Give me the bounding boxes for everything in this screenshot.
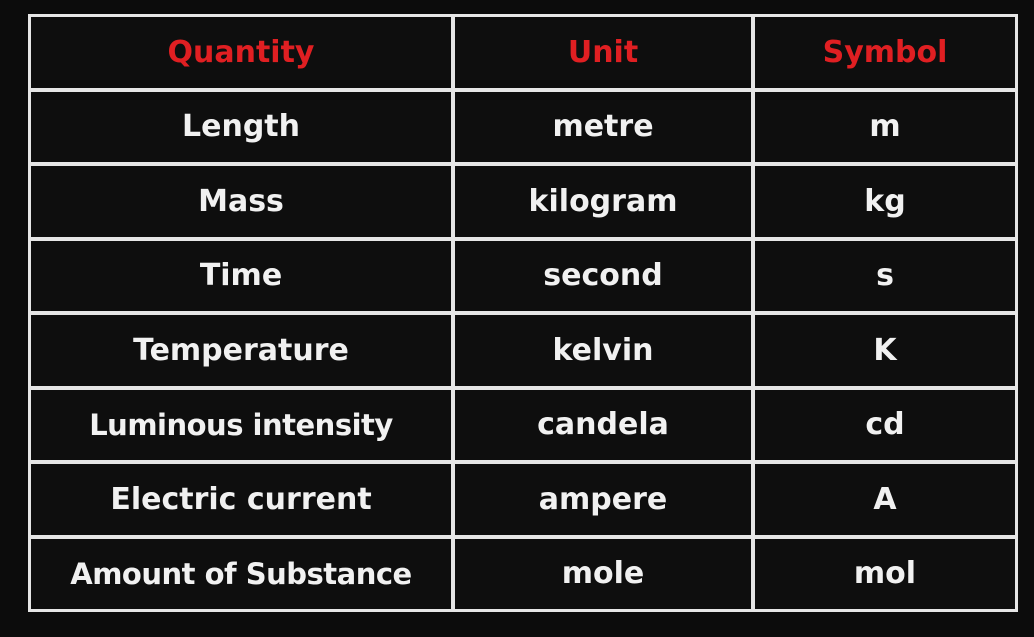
cell-symbol-luminous-intensity: cd xyxy=(755,389,1015,460)
cell-unit-time: second xyxy=(455,240,751,311)
cell-symbol-length: m xyxy=(755,91,1015,162)
si-units-table: Quantity Unit Symbol Length metre m Mass… xyxy=(28,14,1018,612)
header-unit: Unit xyxy=(455,17,751,88)
cell-symbol-mass: kg xyxy=(755,166,1015,237)
cell-unit-temperature: kelvin xyxy=(455,315,751,386)
cell-quantity-temperature: Temperature xyxy=(31,315,451,386)
cell-unit-length: metre xyxy=(455,91,751,162)
cell-unit-luminous-intensity: candela xyxy=(455,389,751,460)
cell-quantity-amount-of-substance: Amount of Substance xyxy=(31,538,451,609)
cell-symbol-temperature: K xyxy=(755,315,1015,386)
header-symbol: Symbol xyxy=(755,17,1015,88)
cell-symbol-electric-current: A xyxy=(755,464,1015,535)
cell-quantity-luminous-intensity: Luminous intensity xyxy=(31,389,451,460)
cell-symbol-time: s xyxy=(755,240,1015,311)
cell-quantity-time: Time xyxy=(31,240,451,311)
cell-quantity-length: Length xyxy=(31,91,451,162)
cell-unit-mass: kilogram xyxy=(455,166,751,237)
cell-quantity-mass: Mass xyxy=(31,166,451,237)
cell-quantity-electric-current: Electric current xyxy=(31,464,451,535)
cell-unit-electric-current: ampere xyxy=(455,464,751,535)
header-quantity: Quantity xyxy=(31,17,451,88)
cell-symbol-amount-of-substance: mol xyxy=(755,538,1015,609)
cell-unit-amount-of-substance: mole xyxy=(455,538,751,609)
